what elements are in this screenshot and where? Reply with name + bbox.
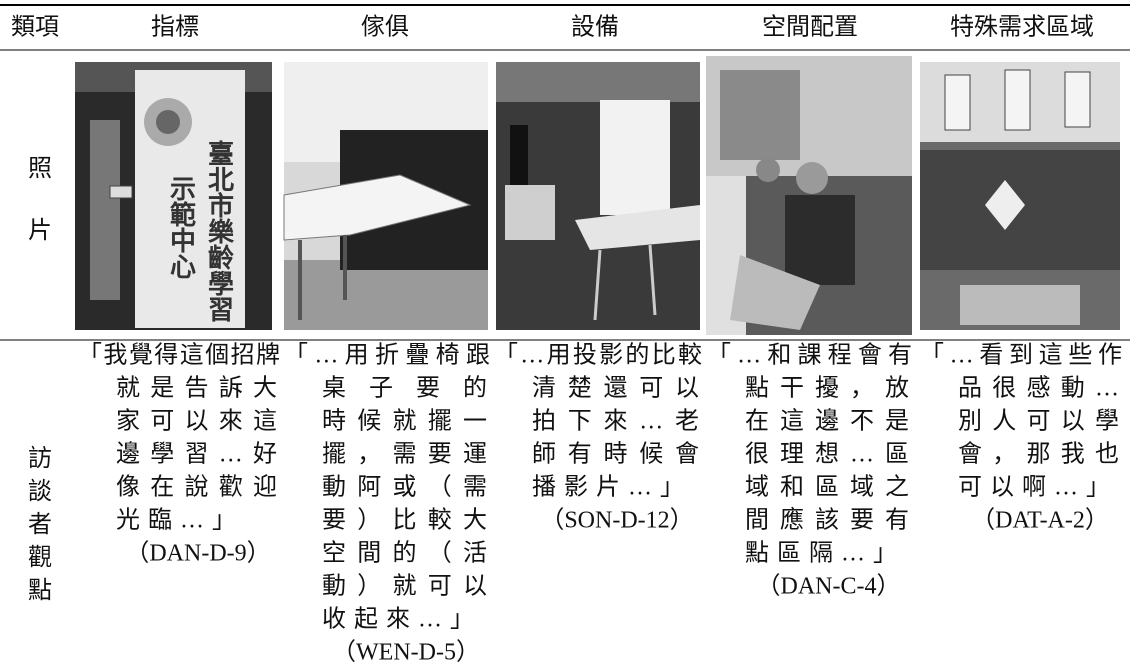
- interview-source: （DAN-C-4）: [757, 574, 901, 600]
- interview-text: 很理想…區: [745, 441, 909, 468]
- interview-source: （SON-D-12）: [540, 508, 693, 534]
- interview-text: 要）比較大: [322, 507, 487, 534]
- interview-text: 動阿或（需: [322, 474, 487, 501]
- interview-text: 會，那我也: [958, 441, 1119, 468]
- header-cell: 空間配置: [762, 14, 858, 41]
- header-cell: 特殊需求區域: [950, 14, 1094, 41]
- interview-text: 「…和課程會有: [707, 342, 912, 369]
- interview-text: 家可以來這: [116, 408, 277, 435]
- interview-text: 動）就可以: [322, 573, 487, 600]
- interview-text: 域和區域之: [745, 474, 909, 501]
- interview-text: 「我覺得這個招牌: [78, 342, 280, 369]
- header-cell: 傢俱: [361, 14, 409, 41]
- interview-text: 點區隔…」: [745, 540, 905, 567]
- header-cell: 指標: [151, 14, 199, 41]
- photo: [920, 62, 1120, 330]
- photo: [496, 62, 700, 330]
- photo: [706, 56, 912, 335]
- sign-text: 示範中心: [166, 175, 196, 279]
- interview-text: 間應該要有: [745, 507, 909, 534]
- interview-text: 品很感動…: [958, 375, 1119, 402]
- interview-text: 「…看到這些作: [920, 342, 1122, 369]
- header-cell: 設備: [571, 14, 619, 41]
- photo: [283, 62, 488, 330]
- interview-text: 像在說歡迎: [116, 474, 277, 501]
- sign-text: 臺北市樂齡學習: [204, 140, 234, 323]
- header-cell: 類項: [11, 14, 59, 41]
- interview-text: 桌子要的: [322, 375, 487, 402]
- interview-source: （WEN-D-5）: [332, 640, 480, 666]
- interview-source: （DAT-A-2）: [971, 508, 1109, 534]
- interview-text: 空間的（活: [322, 540, 487, 567]
- interview-text: 收起來…」: [322, 606, 482, 633]
- interview-text: 「…用投影的比較: [494, 342, 702, 369]
- interview-text: 就是告訴大: [116, 375, 277, 402]
- interview-text: 拍下來…老: [532, 408, 699, 435]
- interview-text: 邊學習…好: [116, 441, 277, 468]
- interview-text: 清楚還可以: [532, 375, 699, 402]
- row-label: 訪談者觀點: [23, 445, 51, 610]
- photo: [75, 62, 272, 330]
- interview-text: 別人可以學: [958, 408, 1119, 435]
- interview-text: 點干擾，放: [745, 375, 909, 402]
- interview-text: 可以啊…」: [958, 475, 1118, 501]
- interview-text: 播影片…」: [532, 474, 692, 501]
- interview-text: 擺，需要運: [322, 441, 487, 468]
- interview-text: 光臨…」: [116, 507, 244, 534]
- interview-source: （DAN-D-9）: [125, 541, 270, 567]
- interview-text: 「…用折疊椅跟: [284, 342, 490, 369]
- interview-text: 時候就擺一: [322, 408, 487, 435]
- interview-text: 師有時候會: [532, 441, 699, 468]
- interview-text: 在這邊不是: [745, 408, 909, 435]
- row-label: 照片: [23, 155, 51, 279]
